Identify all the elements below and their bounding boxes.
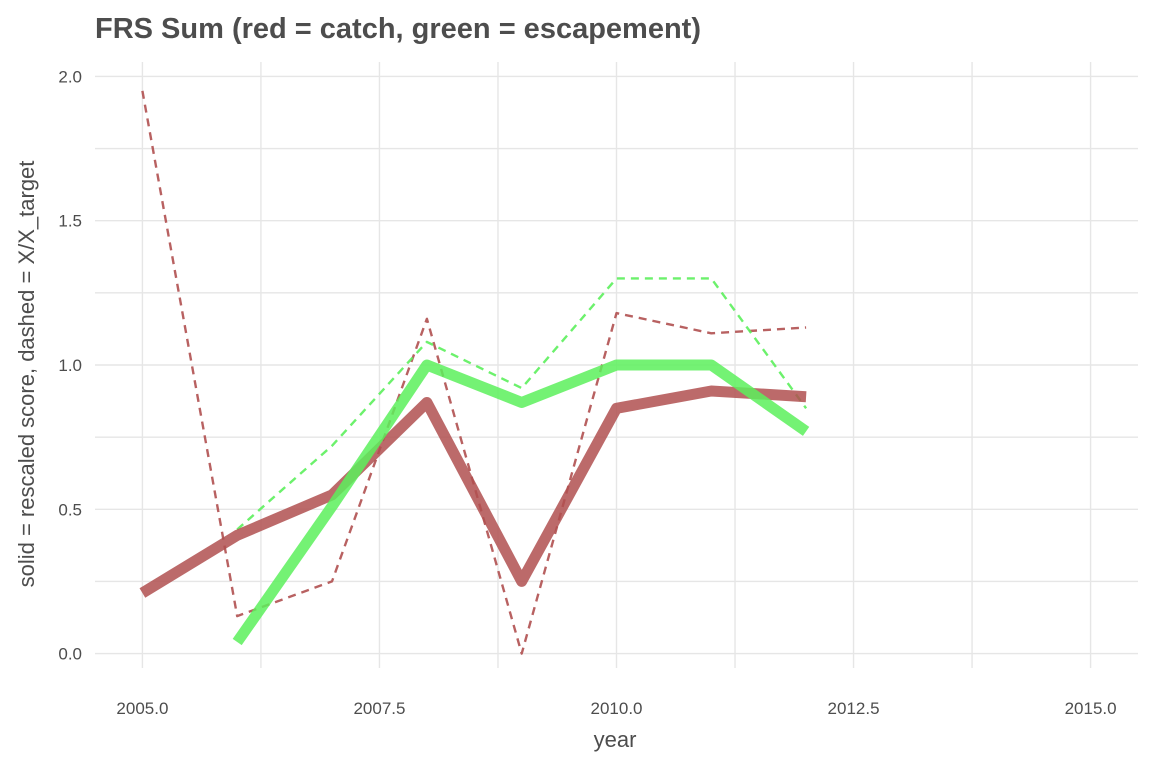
x-tick-label: 2005.0 — [116, 699, 168, 718]
y-tick-label: 0.0 — [58, 645, 82, 664]
tick-labels: 2005.0 2007.5 2010.0 2012.5 2015.0 0.0 0.5 1.0 1… — [58, 67, 1116, 718]
y-tick-label: 2.0 — [58, 67, 82, 86]
y-tick-label: 1.5 — [58, 212, 82, 231]
x-tick-label: 2010.0 — [591, 699, 643, 718]
series-lines — [139, 90, 810, 655]
series-line-escapement-dashed — [236, 277, 808, 531]
y-tick-label: 0.5 — [58, 500, 82, 519]
x-tick-label: 2012.5 — [828, 699, 880, 718]
x-tick-label: 2015.0 — [1065, 699, 1117, 718]
y-axis-title: solid = rescaled score, dashed = X/X_tar… — [14, 161, 39, 588]
series-line-catch-solid — [139, 385, 807, 598]
x-axis-title: year — [594, 727, 637, 752]
x-tick-label: 2007.5 — [353, 699, 405, 718]
chart-title: FRS Sum (red = catch, green = escapement… — [95, 13, 701, 45]
y-tick-label: 1.0 — [58, 356, 82, 375]
series-line-catch-dashed — [141, 90, 807, 655]
series-line-escapement-solid — [232, 359, 810, 646]
